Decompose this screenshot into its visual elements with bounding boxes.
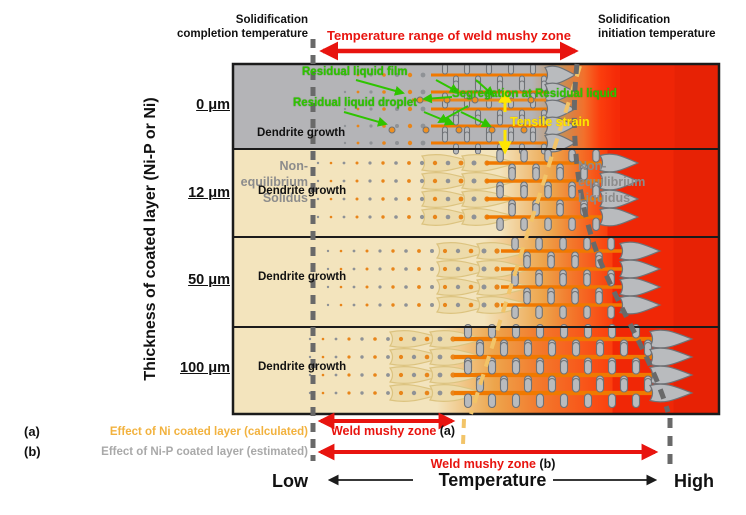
dendrite-art-band-3 <box>326 236 662 320</box>
residual-liquid-film-label: Residual liquid film <box>302 66 408 78</box>
legend-a-text: Effect of Ni coated layer (calculated) <box>109 426 308 438</box>
initiation-temperature-line1: Solidification <box>598 14 671 26</box>
dendrite-growth-label-1: Dendrite growth <box>257 127 346 139</box>
tick-50um: 50 μm <box>188 272 230 288</box>
tick-100um: 100 μm <box>180 360 230 376</box>
axis-high-label: High <box>674 471 714 491</box>
legend-a-key: (a) <box>24 424 40 439</box>
noneq-liquidus-label: Non- equilibrium Liquidus <box>578 158 645 206</box>
dendrite-art-band-4 <box>308 323 694 409</box>
noneq-liquidus-line3: Liquidus <box>578 191 631 205</box>
noneq-liquidus-line2: equilibrium <box>578 175 646 189</box>
residual-liquid-droplet-art <box>388 126 528 134</box>
noneq-solidus-line2: equilibrium <box>240 175 308 189</box>
noneq-solidus-line3: Solidus <box>262 191 308 205</box>
tick-12um: 12 μm <box>188 185 230 201</box>
mushy-range-title: Temperature range of weld mushy zone <box>327 28 571 43</box>
mushy-zone-b-suffix: (b) <box>539 457 556 471</box>
noneq-solidus-line1: Non- <box>279 159 308 173</box>
mushy-zone-a-main: Weld mushy zone <box>330 424 437 438</box>
initiation-temperature-label: Solidification initiation temperature <box>598 13 746 42</box>
residual-liquid-film-art <box>412 96 546 104</box>
dendrite-growth-label-2: Dendrite growth <box>258 185 347 197</box>
axis-temperature-label: Temperature <box>438 470 547 490</box>
noneq-liquidus-line1: Non- <box>578 159 607 173</box>
tensile-strain-label: Tensile strain <box>510 115 590 129</box>
completion-temperature-line1: Solidification <box>235 14 308 26</box>
completion-temperature-label: Solidification completion temperature <box>158 13 308 42</box>
segregation-label: Segregation at Residual liquid <box>452 88 617 100</box>
dendrite-art <box>308 63 694 409</box>
dendrite-growth-label-4: Dendrite growth <box>258 361 347 373</box>
solidus-line-a <box>461 65 582 446</box>
mushy-zone-a-suffix: (a) <box>439 424 456 438</box>
completion-temperature-line2: completion temperature <box>177 28 308 41</box>
dendrite-art-band-2 <box>316 148 640 232</box>
noneq-solidus-label: Non- equilibrium Solidus <box>241 158 308 206</box>
initiation-temperature-line2: initiation temperature <box>598 28 716 41</box>
green-annotation-arrows <box>343 79 495 128</box>
tick-0um: 0 μm <box>196 97 230 113</box>
mushy-zone-b-label: Weld mushy zone (b) <box>398 457 588 473</box>
axis-low-label: Low <box>272 471 308 491</box>
dendrite-growth-label-3: Dendrite growth <box>258 271 347 283</box>
y-axis-title: Thickness of coated layer (Ni-P or Ni) <box>142 97 159 381</box>
mushy-zone-a-label: Weld mushy zone (a) <box>323 424 463 440</box>
liquidus-curve-b <box>571 63 673 467</box>
mushy-zone-b-main: Weld mushy zone <box>430 457 536 471</box>
residual-liquid-droplet-label: Residual liquid droplet <box>293 97 417 109</box>
legend-b-key: (b) <box>24 444 41 459</box>
legend-b-text: Effect of Ni-P coated layer (estimated) <box>101 446 308 458</box>
